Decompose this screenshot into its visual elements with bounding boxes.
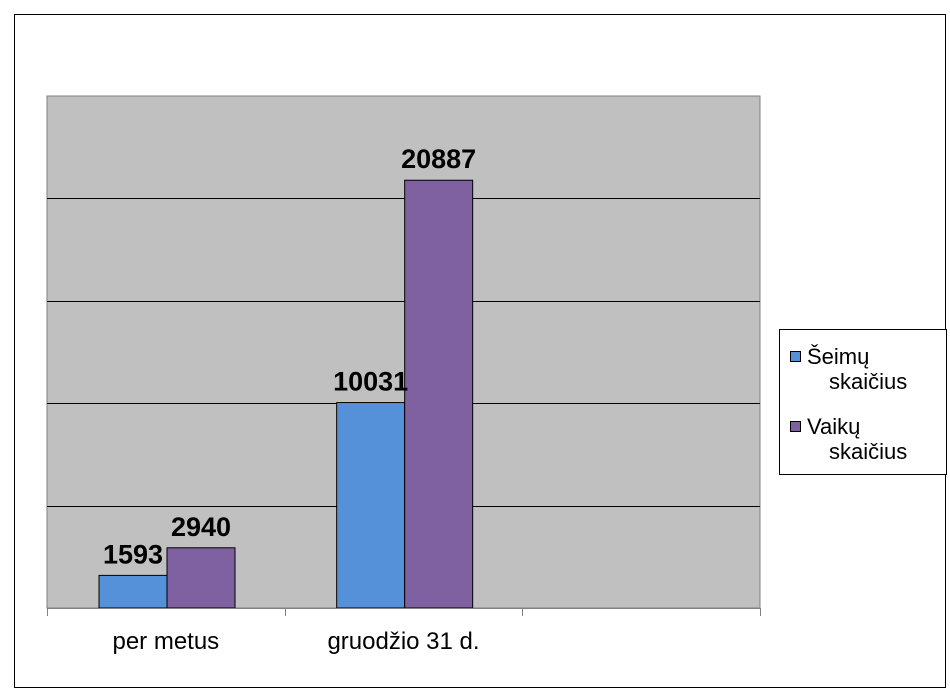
- legend-label-seimu-line1: Šeimų: [807, 344, 870, 369]
- legend-label-vaiku-line2: skaičius: [829, 439, 908, 464]
- legend-label-vaiku-line1: Vaikų: [807, 414, 861, 439]
- legend-swatch-vaiku: [790, 421, 801, 432]
- data-labels: 1593 2940 10031 20887: [103, 144, 476, 569]
- data-label-0-0: 1593: [103, 539, 163, 569]
- bars: [98, 179, 474, 609]
- data-label-1-1: 20887: [401, 144, 476, 174]
- data-label-0-1: 10031: [333, 367, 408, 397]
- legend-swatch-seimu: [790, 351, 801, 362]
- bar-1-1: [404, 179, 474, 609]
- x-axis: per metus gruodžio 31 d.: [47, 608, 761, 655]
- legend-label-seimu-line2: skaičius: [829, 369, 908, 394]
- legend: Šeimų skaičius Vaikų skaičius: [779, 329, 947, 475]
- bar-0-1: [336, 402, 406, 609]
- bar-1-0: [166, 547, 236, 609]
- x-tick-label-0: per metus: [112, 628, 219, 655]
- data-label-1-0: 2940: [171, 512, 231, 542]
- x-tick-label-1: gruodžio 31 d.: [327, 628, 479, 655]
- bar-0-0: [98, 574, 168, 609]
